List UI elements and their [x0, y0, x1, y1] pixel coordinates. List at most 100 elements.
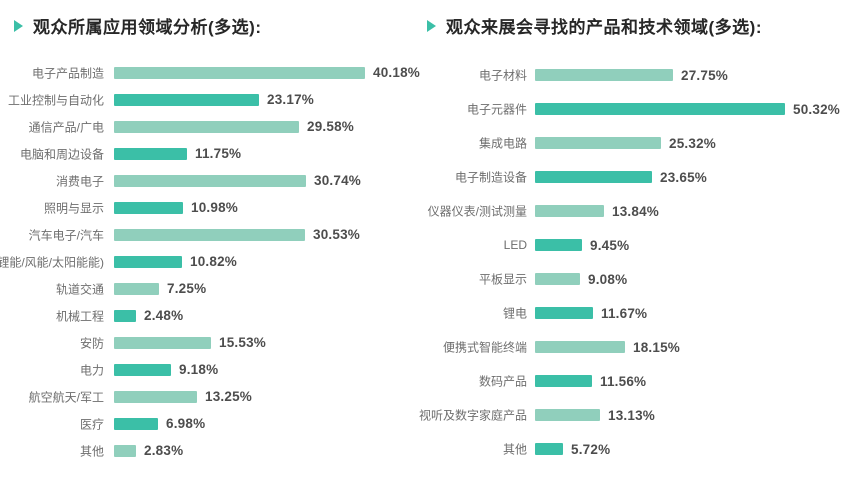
bar-row: 电脑和周边设备 11.75%: [0, 140, 425, 167]
bar: [535, 307, 593, 319]
value-label: 30.74%: [314, 173, 361, 188]
value-label: 5.72%: [571, 441, 611, 457]
value-label: 27.75%: [681, 67, 728, 83]
sought-products-chart: 观众来展会寻找的产品和技术领域(多选): 电子材料 27.75% 电子元器件 5…: [419, 0, 851, 479]
category-label: 机械工程: [55, 309, 104, 323]
bar: [114, 336, 211, 349]
bar-row: 医疗 6.98%: [0, 410, 425, 437]
value-label: 10.82%: [190, 254, 237, 269]
category-label: 数码产品: [478, 374, 527, 389]
application-field-chart: 观众所属应用领域分析(多选): 电子产品制造 40.18% 工业控制与自动化 2…: [0, 0, 425, 479]
value-label: 15.53%: [219, 335, 266, 350]
category-label-cell: 安防: [0, 329, 104, 356]
category-label: 新能源(锂能/风能/太阳能能): [0, 255, 104, 269]
bar: [535, 205, 604, 217]
chart-header: 观众来展会寻找的产品和技术领域(多选):: [427, 13, 762, 38]
category-label-cell: 新能源(锂能/风能/太阳能能): [0, 248, 104, 275]
category-label-cell: LED: [425, 228, 527, 262]
category-label: 其他: [502, 442, 527, 457]
bar-row: 电子材料 27.75%: [425, 58, 851, 92]
bar: [114, 120, 299, 133]
bar: [114, 66, 365, 79]
category-label: 电子制造设备: [454, 170, 527, 185]
value-label: 40.18%: [373, 65, 420, 80]
chart-header: 观众所属应用领域分析(多选):: [14, 13, 261, 38]
category-label: 照明与显示: [43, 201, 104, 215]
category-label-cell: 航空航天/军工: [0, 383, 104, 410]
category-label: 医疗: [79, 417, 104, 431]
value-label: 7.25%: [167, 281, 207, 296]
value-label: 18.15%: [633, 339, 680, 355]
bar-row: 平板显示 9.08%: [425, 262, 851, 296]
category-label: 电脑和周边设备: [19, 147, 104, 161]
value-label: 30.53%: [313, 227, 360, 242]
value-label: 13.25%: [205, 389, 252, 404]
value-label: 11.67%: [601, 305, 648, 321]
bar-rows: 电子产品制造 40.18% 工业控制与自动化 23.17% 通信产品/广电 29…: [0, 59, 425, 464]
category-label: 通信产品/广电: [28, 120, 104, 134]
category-label-cell: 消费电子: [0, 167, 104, 194]
value-label: 2.83%: [144, 443, 184, 458]
category-label: 工业控制与自动化: [7, 93, 104, 107]
category-label-cell: 仪器仪表/测试测量: [425, 194, 527, 228]
value-label: 9.18%: [179, 362, 219, 377]
bar-row: 新能源(锂能/风能/太阳能能) 10.82%: [0, 248, 425, 275]
bar-row: 汽车电子/汽车 30.53%: [0, 221, 425, 248]
category-label-cell: 其他: [0, 437, 104, 464]
category-label: 电子材料: [478, 68, 527, 83]
bar-row: LED 9.45%: [425, 228, 851, 262]
category-label-cell: 电子材料: [425, 58, 527, 92]
category-label-cell: 工业控制与自动化: [0, 86, 104, 113]
bar-row: 消费电子 30.74%: [0, 167, 425, 194]
bar: [114, 147, 187, 160]
value-label: 29.58%: [307, 119, 354, 134]
bar: [535, 273, 580, 285]
value-label: 25.32%: [669, 135, 716, 151]
bar: [535, 375, 592, 387]
bar-row: 航空航天/军工 13.25%: [0, 383, 425, 410]
category-label: 电子产品制造: [31, 66, 104, 80]
bar: [114, 228, 305, 241]
bar: [535, 239, 582, 251]
category-label: LED: [503, 238, 527, 252]
bar: [114, 363, 171, 376]
bar-row: 照明与显示 10.98%: [0, 194, 425, 221]
bar: [535, 443, 563, 455]
bar: [535, 103, 785, 115]
category-label-cell: 汽车电子/汽车: [0, 221, 104, 248]
bar-row: 轨道交通 7.25%: [0, 275, 425, 302]
category-label-cell: 电力: [0, 356, 104, 383]
bar-row: 视听及数字家庭产品 13.13%: [419, 398, 851, 432]
bar: [535, 409, 600, 421]
category-label-cell: 视听及数字家庭产品: [419, 398, 527, 432]
bar: [114, 174, 306, 187]
bar-row: 电子制造设备 23.65%: [425, 160, 851, 194]
bar-row: 便携式智能终端 18.15%: [425, 330, 851, 364]
bar-row: 其他 5.72%: [425, 432, 851, 466]
bar-row: 通信产品/广电 29.58%: [0, 113, 425, 140]
bar-row: 安防 15.53%: [0, 329, 425, 356]
category-label: 视听及数字家庭产品: [418, 408, 527, 423]
category-label: 其他: [79, 444, 104, 458]
value-label: 13.84%: [612, 203, 659, 219]
triangle-right-icon: [14, 19, 23, 32]
category-label: 平板显示: [478, 272, 527, 287]
category-label: 安防: [79, 336, 104, 350]
bar: [114, 309, 136, 322]
category-label: 集成电路: [478, 136, 527, 151]
category-label-cell: 医疗: [0, 410, 104, 437]
bar: [114, 390, 197, 403]
bar: [535, 137, 661, 149]
bar-row: 仪器仪表/测试测量 13.84%: [425, 194, 851, 228]
category-label: 消费电子: [55, 174, 104, 188]
value-label: 11.75%: [195, 146, 242, 161]
category-label-cell: 电脑和周边设备: [0, 140, 104, 167]
bar: [535, 69, 673, 81]
category-label: 电子元器件: [466, 102, 527, 117]
category-label: 电力: [79, 363, 104, 377]
bar-row: 电子产品制造 40.18%: [0, 59, 425, 86]
category-label-cell: 电子元器件: [425, 92, 527, 126]
bar-rows: 电子材料 27.75% 电子元器件 50.32% 集成电路 25.32% 电子制…: [419, 58, 851, 466]
category-label: 汽车电子/汽车: [28, 228, 104, 242]
value-label: 10.98%: [191, 200, 238, 215]
